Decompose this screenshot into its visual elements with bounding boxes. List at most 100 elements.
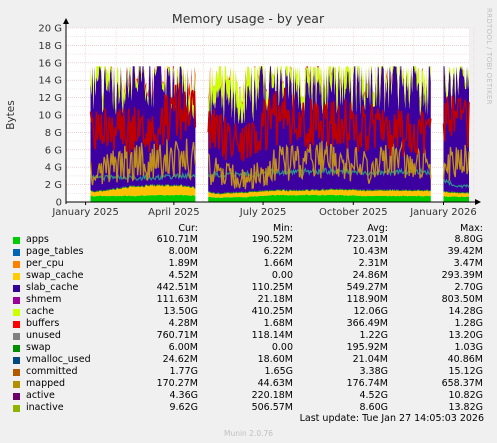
x-tick-label: January 2025 (51, 207, 119, 218)
line-committed (442, 177, 470, 190)
legend-cur: 442.51M (156, 282, 198, 293)
y-tick-labels: 0 2 G 4 G 6 G 8 G 10 G 12 G 14 G 16 G 18 G 20 G (38, 24, 62, 209)
legend-avg: 12.06G (353, 306, 388, 317)
legend-row-mapped: mapped 170.27M 44.63M 176.74M 658.37M (0, 378, 497, 390)
y-axis-label: Bytes (5, 100, 17, 129)
area-apps (208, 194, 431, 202)
y-tick-label: 2 G (45, 180, 62, 191)
legend-label: inactive (26, 402, 64, 413)
line-active (442, 144, 470, 181)
legend-max: 14.28G (448, 306, 483, 317)
legend-label: unused (26, 330, 61, 341)
area-slab-cache (208, 189, 431, 198)
legend-row-shmem: shmem 111.63M 21.18M 118.90M 803.50M (0, 294, 497, 306)
area-apps (90, 194, 196, 202)
legend-row-inactive: inactive 9.62G 506.57M 8.60G 13.82G (0, 402, 497, 414)
y-tick-label: 4 G (45, 163, 62, 174)
legend-min: 220.18M (251, 390, 293, 401)
legend-cur: 6.00M (168, 342, 198, 353)
legend-cur: 111.63M (156, 294, 198, 305)
x-tick-label: April 2025 (148, 207, 199, 218)
legend-avg: 21.04M (352, 354, 388, 365)
legend-min: 0.00 (271, 342, 293, 353)
legend-avg: 723.01M (346, 234, 388, 245)
legend-swatch (13, 321, 20, 328)
legend-label: page_tables (26, 246, 84, 257)
legend-max: 8.80G (454, 234, 483, 245)
area-shmem (208, 188, 431, 195)
legend-max: 10.82G (448, 390, 483, 401)
y-tick-label: 10 G (38, 111, 62, 122)
chart-title: Memory usage - by year (172, 11, 325, 26)
legend-swatch (13, 345, 20, 352)
legend-swatch (13, 237, 20, 244)
legend-label: mapped (26, 378, 66, 389)
legend-row-apps: apps 610.71M 190.52M 723.01M 8.80G (0, 234, 497, 246)
legend-avg: 2.31M (358, 258, 388, 269)
line-committed (90, 171, 196, 182)
legend-max: 658.37M (441, 378, 483, 389)
legend-min: 118.14M (251, 330, 293, 341)
area-unused (90, 66, 196, 121)
legend-label: slab_cache (26, 282, 79, 293)
legend-min: 18.60M (257, 354, 293, 365)
legend-cur: 1.89M (168, 258, 198, 269)
legend-swatch (13, 333, 20, 340)
legend-header-avg: Avg: (367, 223, 388, 234)
legend-avg: 8.60G (359, 402, 388, 413)
y-tick-label: 20 G (38, 24, 62, 35)
legend-cur: 170.27M (156, 378, 198, 389)
legend-row-page-tables: page_tables 8.00M 6.22M 10.43M 39.42M (0, 246, 497, 258)
legend-min: 1.68M (263, 318, 293, 329)
legend-cur: 24.62M (162, 354, 198, 365)
legend-label: cache (26, 306, 55, 317)
legend-avg: 366.49M (346, 318, 388, 329)
legend-swatch (13, 249, 20, 256)
y-tick-label: 6 G (45, 145, 62, 156)
legend-label: per_cpu (26, 258, 64, 269)
line-committed (207, 166, 432, 178)
area-slab-cache (443, 191, 469, 198)
legend-min: 44.63M (257, 378, 293, 389)
legend-min: 21.18M (257, 294, 293, 305)
legend-avg: 24.86M (352, 270, 388, 281)
legend-label: vmalloc_used (26, 354, 91, 365)
legend-max: 803.50M (441, 294, 483, 305)
y-tick-label: 0 (56, 198, 62, 209)
legend-swatch (13, 393, 20, 400)
legend-cur: 9.62G (169, 402, 198, 413)
legend-row-swap-cache: swap_cache 4.52M 0.00 24.86M 293.39M (0, 270, 497, 282)
area-unused (208, 66, 431, 127)
legend-row-vmalloc-used: vmalloc_used 24.62M 18.60M 21.04M 40.86M (0, 354, 497, 366)
line-inactive (89, 83, 197, 155)
legend-avg: 3.38G (359, 366, 388, 377)
y-tick-label: 18 G (38, 41, 62, 52)
legend-row-slab-cache: slab_cache 442.51M 110.25M 549.27M 2.70G (0, 282, 497, 294)
y-tick-label: 12 G (38, 93, 62, 104)
legend-max: 39.42M (447, 246, 483, 257)
legend-min: 190.52M (251, 234, 293, 245)
legend-cur: 760.71M (156, 330, 198, 341)
legend-avg: 10.43M (352, 246, 388, 257)
legend-row-buffers: buffers 4.28M 1.68M 366.49M 1.28G (0, 318, 497, 330)
legend-min: 506.57M (251, 402, 293, 413)
legend-cur: 8.00M (168, 246, 198, 257)
legend-label: active (26, 390, 55, 401)
x-tick-label: January 2026 (409, 207, 477, 218)
legend-header-cur: Cur: (178, 223, 198, 234)
y-tick-label: 14 G (38, 76, 62, 87)
legend-row-swap: swap 6.00M 0.00 195.92M 1.03G (0, 342, 497, 354)
legend-swatch (13, 285, 20, 292)
legend-cur: 4.52M (168, 270, 198, 281)
legend-row-active: active 4.36G 220.18M 4.52G 10.82G (0, 390, 497, 402)
legend-swatch (13, 297, 20, 304)
legend-avg: 4.52G (359, 390, 388, 401)
legend-swatch (13, 405, 20, 412)
legend-avg: 176.74M (346, 378, 388, 389)
area-slab-cache (90, 184, 196, 197)
legend-max: 1.03G (454, 342, 483, 353)
legend-swatch (13, 369, 20, 376)
legend-min: 1.66M (263, 258, 293, 269)
legend-label: buffers (26, 318, 60, 329)
legend-label: apps (26, 234, 49, 245)
